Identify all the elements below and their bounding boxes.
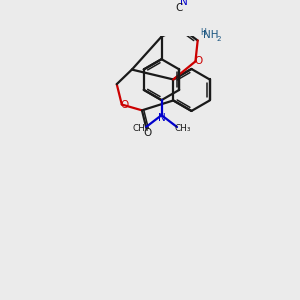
Text: N: N bbox=[180, 0, 188, 7]
Text: O: O bbox=[144, 128, 152, 138]
Text: C: C bbox=[175, 2, 183, 13]
Text: CH₃: CH₃ bbox=[132, 124, 148, 133]
Text: N: N bbox=[158, 113, 165, 123]
Text: 2: 2 bbox=[217, 36, 222, 42]
Text: NH: NH bbox=[203, 30, 219, 40]
Text: H: H bbox=[200, 28, 206, 37]
Text: CH₃: CH₃ bbox=[175, 124, 191, 133]
Text: O: O bbox=[194, 56, 203, 66]
Text: O: O bbox=[121, 100, 129, 110]
